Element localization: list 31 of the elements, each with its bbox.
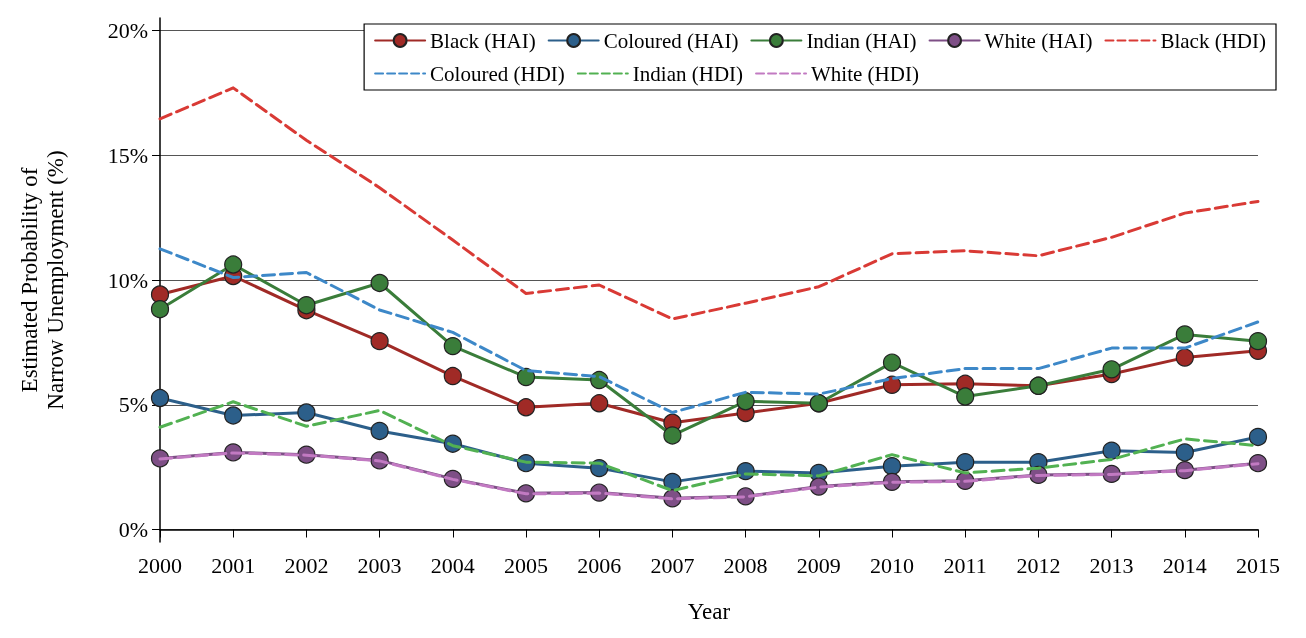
x-tick-label: 2008	[723, 552, 768, 578]
x-axis-title: Year	[687, 599, 731, 624]
y-tick-label: 15%	[107, 142, 148, 168]
legend-label: Black (HDI)	[1160, 28, 1267, 53]
x-tick-label: 2009	[796, 552, 841, 578]
legend-label: Coloured (HDI)	[430, 61, 565, 86]
x-tick-label: 2013	[1089, 552, 1134, 578]
legend-label: White (HAI)	[984, 28, 1093, 53]
legend-label: White (HDI)	[811, 61, 919, 86]
x-tick-label: 2007	[650, 552, 695, 578]
y-tick-label: 0%	[118, 517, 148, 543]
y-tick-label: 10%	[107, 267, 148, 293]
legend-label: Coloured (HAI)	[603, 28, 739, 53]
x-tick-label: 2002	[284, 552, 329, 578]
x-tick-label: 2001	[211, 552, 256, 578]
x-tick-label: 2012	[1016, 552, 1061, 578]
y-tick-label: 20%	[107, 17, 148, 43]
y-axis-title: Estimated Probability of Narrow Unemployment (%)	[16, 150, 68, 410]
x-tick-label: 2003	[357, 552, 402, 578]
x-tick-label: 2000	[138, 552, 182, 578]
x-tick-label: 2011	[943, 552, 987, 578]
y-tick-label: 5%	[118, 392, 148, 418]
legend-label: Indian (HDI)	[632, 61, 744, 86]
x-tick-label: 2006	[577, 552, 622, 578]
legend-label: Indian (HAI)	[806, 28, 917, 53]
legend-label: Black (HAI)	[430, 28, 536, 53]
x-tick-label: 2005	[504, 552, 548, 578]
x-tick-label: 2004	[430, 552, 475, 578]
x-tick-label: 2014	[1162, 552, 1207, 578]
x-tick-label: 2015	[1236, 552, 1280, 578]
x-tick-label: 2010	[870, 552, 914, 578]
